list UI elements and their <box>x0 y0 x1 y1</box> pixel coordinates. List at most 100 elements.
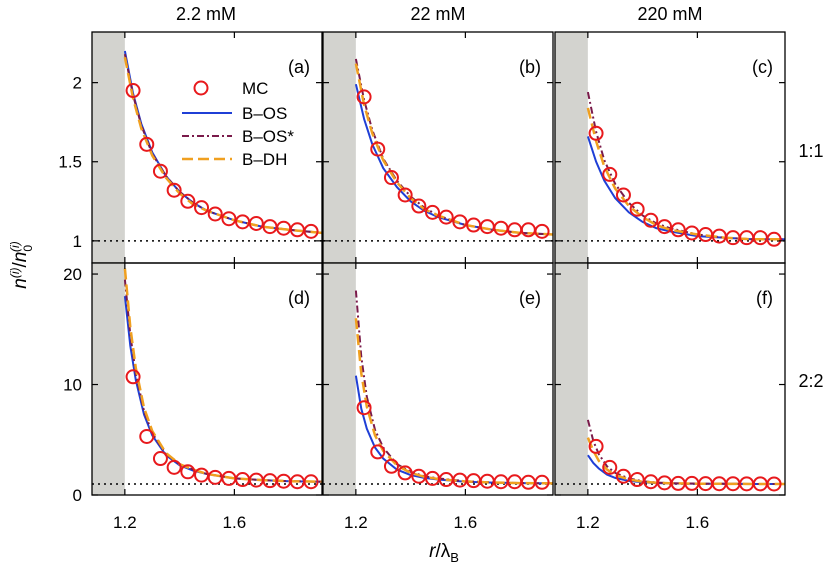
mc-point <box>615 187 631 203</box>
y-tick-label: 1.5 <box>58 153 82 172</box>
series-line-bdh <box>354 63 553 236</box>
panel-e: 1.2 1.6 (e) <box>322 262 554 532</box>
x-tick-label: 1.6 <box>686 513 710 532</box>
mc-point <box>248 215 264 231</box>
x-tick-label: 1.2 <box>113 513 137 532</box>
mc-point <box>657 219 673 235</box>
row-label-1-1: 1:1 <box>798 141 823 161</box>
mc-point <box>356 400 372 416</box>
mc-point <box>180 464 196 480</box>
mc-point <box>370 444 386 460</box>
mc-point <box>411 198 427 214</box>
row-label-2-2: 2:2 <box>798 371 823 391</box>
mc-point <box>303 223 319 239</box>
mc-point <box>602 459 618 475</box>
y-axis-label: n(i)/n0(i) <box>8 241 35 288</box>
panel-b: (b) <box>322 31 554 264</box>
mc-point <box>194 200 210 216</box>
panel-label: (b) <box>519 57 541 77</box>
series-line-bdh <box>586 437 785 486</box>
mc-point <box>207 469 223 485</box>
panel-label: (e) <box>519 288 541 308</box>
legend-bdh-label: B–DH <box>242 150 287 169</box>
mc-point <box>383 458 399 474</box>
y-tick-label: 10 <box>63 376 82 395</box>
mc-point <box>615 468 631 484</box>
panel-c: (c) <box>554 31 786 264</box>
mc-point <box>166 459 182 475</box>
mc-point <box>194 467 210 483</box>
mc-point <box>588 125 604 141</box>
mc-point <box>139 428 155 444</box>
x-tick-label: 1.6 <box>454 513 478 532</box>
mc-point <box>479 219 495 235</box>
mc-point <box>766 476 782 492</box>
mc-point <box>766 231 782 247</box>
mc-point <box>370 141 386 157</box>
series-line-bos-star <box>354 58 553 236</box>
panel-a: 1 1.5 2 (a) <box>58 31 323 264</box>
mc-point <box>397 465 413 481</box>
y-tick-label: 1 <box>73 232 82 251</box>
mc-point <box>152 451 168 467</box>
mc-point <box>438 209 454 225</box>
x-tick-label: 1.2 <box>576 513 600 532</box>
excluded-region <box>555 263 588 495</box>
legend-mc-label: MC <box>242 79 268 98</box>
mc-point <box>629 472 645 488</box>
column-title-2-2mm: 2.2 mM <box>176 4 236 24</box>
series-line-bos <box>123 295 322 483</box>
series-line-bos-star <box>123 279 322 483</box>
mc-point <box>356 89 372 105</box>
mc-point <box>602 166 618 182</box>
series-line-bos-star <box>586 419 785 485</box>
series-line-bdh <box>123 57 322 235</box>
x-tick-label: 1.2 <box>344 513 368 532</box>
mc-point <box>670 222 686 238</box>
mc-point <box>221 211 237 227</box>
series-line-bos <box>354 83 553 236</box>
mc-point <box>125 369 141 385</box>
panel-label: (d) <box>288 288 310 308</box>
column-title-220mm: 220 mM <box>637 4 702 24</box>
column-title-22mm: 22 mM <box>410 4 465 24</box>
mc-point <box>629 201 645 217</box>
x-tick-label: 1.6 <box>223 513 247 532</box>
mc-point <box>152 163 168 179</box>
mc-point <box>139 136 155 152</box>
legend-bos-label: B–OS <box>242 104 287 123</box>
panel-d: 1.2 1.6 0 10 20 (d) <box>63 262 323 532</box>
mc-point <box>643 212 659 228</box>
series-line-bos-star <box>586 91 785 241</box>
mc-point <box>588 438 604 454</box>
series-line-bdh <box>354 318 553 485</box>
mc-point <box>303 474 319 490</box>
legend-bos-star-label: B–OS* <box>242 127 294 146</box>
panel-label: (c) <box>752 57 773 77</box>
mc-point <box>411 468 427 484</box>
x-axis-label: r/λB <box>429 541 459 565</box>
series-line-bdh <box>586 107 785 241</box>
mc-point <box>534 223 550 239</box>
excluded-region <box>92 263 125 495</box>
excluded-region <box>555 32 588 263</box>
excluded-region <box>92 32 125 263</box>
mc-point <box>493 220 509 236</box>
excluded-region <box>323 32 356 263</box>
mc-point <box>180 193 196 209</box>
panel-label: (f) <box>756 288 773 308</box>
legend-mc-marker <box>193 80 209 96</box>
mc-point <box>534 474 550 490</box>
mc-point <box>125 83 141 99</box>
panel-frame <box>554 262 786 496</box>
mc-point <box>425 204 441 220</box>
mc-point <box>452 214 468 230</box>
series-line-bos-star <box>354 290 553 485</box>
panel-frame <box>322 262 554 496</box>
mc-point <box>207 206 223 222</box>
mc-point <box>397 187 413 203</box>
mc-point <box>507 222 523 238</box>
y-tick-label: 0 <box>73 486 82 505</box>
